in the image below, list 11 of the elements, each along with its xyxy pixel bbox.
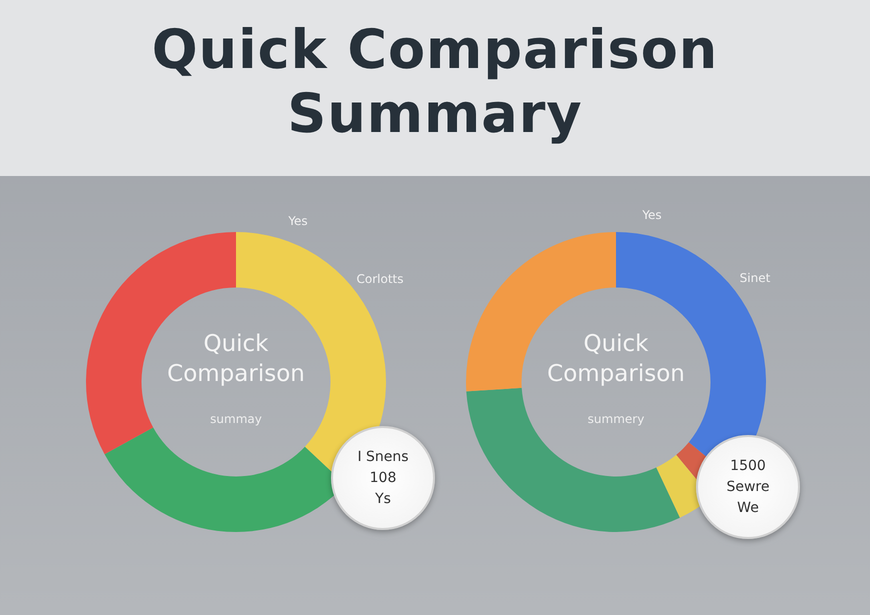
text: summay [210, 412, 262, 426]
callout-bubble: 1500 Sewre We [696, 435, 800, 539]
text: Yes [288, 214, 308, 228]
text: Quick Comparison [167, 330, 305, 389]
text: summery [588, 412, 644, 426]
callout-bubble: I Snens 108 Ys [331, 426, 435, 530]
text: Corlotts [356, 272, 404, 286]
text: Sinet [740, 271, 770, 285]
text: Quick Comparison [547, 330, 685, 389]
chart-title: Quick Comparison Summary [150, 17, 720, 146]
text: Yes [642, 208, 662, 222]
